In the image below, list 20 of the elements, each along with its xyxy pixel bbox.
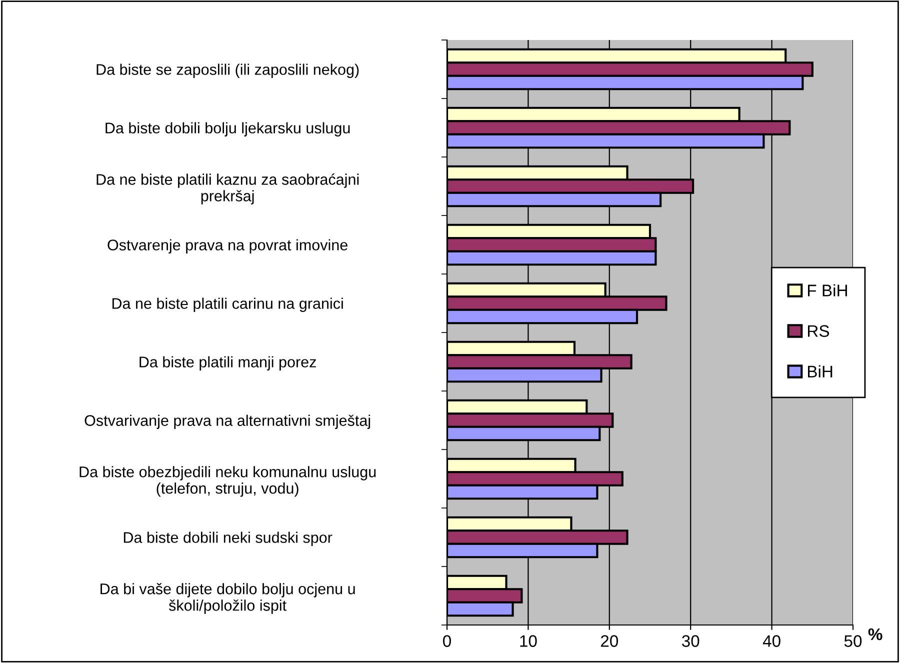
- legend-label: F BiH: [808, 284, 847, 296]
- y-tick-label: Da biste se zaposlili (ili zaposlili nekog): [96, 64, 359, 78]
- x-tick-label: 20: [600, 635, 618, 647]
- legend-label: BiH: [808, 365, 832, 378]
- x-tick-label: 30: [682, 635, 700, 647]
- y-tick-label: Ostvarenje prava na povrat imovine: [108, 239, 348, 254]
- y-tick-label: Da bi vaše dijete dobilo bolju ocjenu u školi/položilo ispit: [100, 583, 355, 614]
- legend-label: RS: [808, 325, 830, 337]
- y-tick-label: Da biste obezbjedili neku komunalnu uslugu (telefon, struju, vodu): [80, 466, 376, 497]
- x-tick-label: 40: [762, 635, 780, 647]
- y-tick-label: Da biste platili manji porez: [140, 356, 316, 370]
- y-tick-label: Da ne biste platili kaznu za saobraćajni prekršaj: [96, 173, 359, 204]
- y-tick-label: Da biste dobili bolju ljekarsku uslugu: [106, 122, 350, 136]
- x-axis-title: %: [868, 628, 882, 640]
- x-tick-label: 10: [520, 635, 537, 647]
- x-tick-label: 50: [844, 635, 862, 647]
- y-tick-label: Da biste dobili neki sudski spor: [124, 532, 332, 546]
- x-tick-label: 0: [443, 635, 451, 647]
- y-tick-label: Ostvarivanje prava na alternativni smještaj: [84, 414, 370, 429]
- y-tick-label: Da ne biste platili carinu na granici: [112, 298, 343, 312]
